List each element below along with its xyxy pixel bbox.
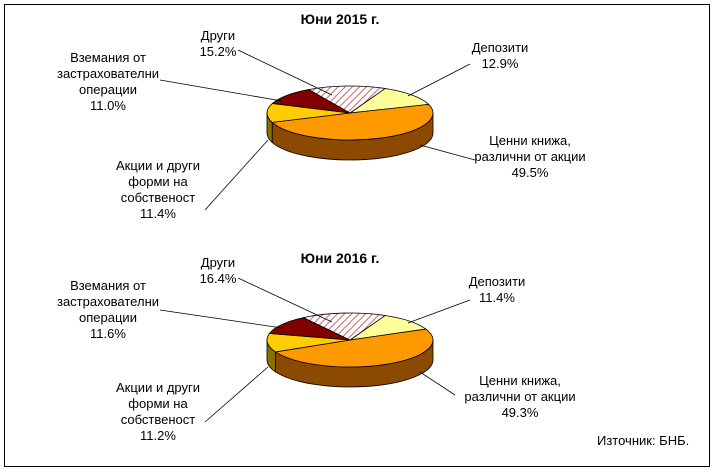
slice-name-line: форми на	[128, 174, 188, 189]
slice-name-line: Акции и други	[116, 380, 200, 395]
slice-name-line: операции	[79, 82, 137, 97]
chart-title: Юни 2016 г.	[301, 250, 380, 266]
slice-name-line: Ценни книжа,	[489, 133, 571, 148]
leader-line	[407, 63, 471, 97]
leader-line	[407, 299, 471, 324]
slice-label: Депозити 11.4%	[469, 274, 526, 305]
pie-top	[266, 312, 434, 368]
slice-name-line: застрахователни	[57, 66, 159, 81]
leader-line	[159, 309, 283, 329]
slice-label: Други 15.2%	[200, 28, 237, 59]
slice-value-label: 11.2%	[140, 428, 176, 443]
slice-label: Ценни книжа, различни от акции 49.5%	[474, 133, 585, 180]
slice-name-line: операции	[79, 310, 137, 325]
leader-line	[419, 144, 476, 161]
source-note: Източник: БНБ.	[597, 433, 689, 448]
pie-top	[266, 85, 434, 141]
leader-line	[204, 366, 269, 423]
slice-name-line: собственост	[121, 412, 196, 427]
slice-name-line: Депозити	[472, 40, 529, 55]
slice-value-label: 11.4%	[140, 206, 176, 221]
slice-value-label: 16.4%	[200, 271, 237, 286]
slice-name-line: различни от акции	[474, 149, 585, 164]
slice-label: Акции и други форми на собственост 11.4%	[116, 158, 200, 221]
leader-line	[159, 79, 283, 102]
slice-name-line: Депозити	[469, 274, 526, 289]
leader-line	[237, 49, 333, 96]
slice-value-label: 15.2%	[200, 44, 237, 59]
slice-value-label: 11.0%	[90, 98, 126, 113]
pie-chart-2: Юни 2016 г. Депозити 11.4% Ценни книжа, разл…	[57, 250, 576, 443]
chart-frame	[4, 4, 710, 467]
slice-value-label: 11.4%	[479, 290, 515, 305]
securities-slice	[271, 103, 434, 141]
slice-label: Акции и други форми на собственост 11.2%	[116, 380, 200, 443]
slice-label: Депозити 12.9%	[472, 40, 529, 71]
slice-value-label: 12.9%	[482, 56, 519, 71]
slice-value-label: 49.3%	[502, 405, 539, 420]
slice-label: Ценни книжа, различни от акции 49.3%	[464, 373, 575, 420]
slice-name-line: Други	[201, 28, 235, 43]
deposits-slice	[349, 88, 430, 114]
pie-chart-1: Юни 2015 г. Депозити 12.9% Ценни книжа, разл…	[57, 11, 586, 221]
slice-label: Вземания от застрахователни операции 11.6%	[57, 278, 159, 341]
slice-name-line: различни от акции	[464, 389, 575, 404]
slice-name-line: Вземания от	[70, 278, 146, 293]
securities-slice	[274, 328, 434, 368]
other-slice	[302, 312, 387, 341]
slice-name-line: Вземания от	[70, 50, 146, 65]
slice-label: Други 16.4%	[200, 255, 237, 286]
slice-value-label: 11.6%	[90, 326, 126, 341]
chart-title: Юни 2015 г.	[301, 11, 380, 27]
leader-line	[204, 139, 269, 211]
leader-line	[237, 277, 333, 323]
slice-value-label: 49.5%	[512, 165, 549, 180]
slice-name-line: Други	[201, 255, 235, 270]
slice-label: Вземания от застрахователни операции 11.0%	[57, 50, 159, 113]
slice-name-line: Акции и други	[116, 158, 200, 173]
slice-name-line: Ценни книжа,	[479, 373, 561, 388]
slice-name-line: застрахователни	[57, 294, 159, 309]
slice-name-line: форми на	[128, 396, 188, 411]
leader-line	[419, 371, 456, 396]
slice-name-line: собственост	[121, 190, 196, 205]
